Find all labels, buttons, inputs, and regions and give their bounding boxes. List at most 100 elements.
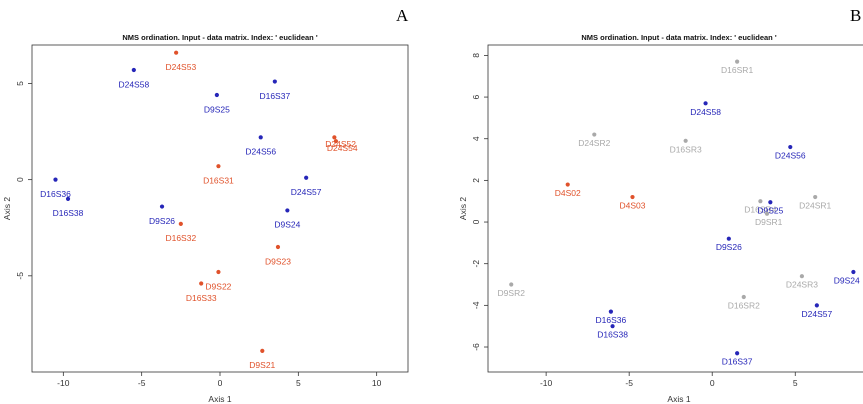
point-label: D9SR1 xyxy=(755,217,783,227)
point-label: D9S26 xyxy=(149,216,175,226)
point-label: D24S54 xyxy=(327,143,358,153)
data-point xyxy=(159,204,165,209)
y-tick-label: -2 xyxy=(471,260,481,268)
point-label: D9SR2 xyxy=(498,288,526,298)
point-label: D24S53 xyxy=(165,62,196,72)
panel-b-label: B xyxy=(850,6,862,25)
data-point xyxy=(768,200,773,205)
y-tick-label: 5 xyxy=(15,81,25,86)
chart-title: NMS ordination. Input - data matrix. Ind… xyxy=(122,33,317,42)
x-axis-label: Axis 1 xyxy=(208,394,231,404)
point-label: D9S25 xyxy=(204,104,230,114)
data-point xyxy=(592,132,597,137)
data-point xyxy=(851,269,856,275)
x-tick-label: -5 xyxy=(625,378,633,388)
point-label: D16S36 xyxy=(40,189,71,199)
data-point xyxy=(65,196,71,201)
data-point xyxy=(509,282,514,287)
y-tick-label: -4 xyxy=(471,301,481,309)
x-tick-label: -10 xyxy=(57,378,70,388)
point-label: D24S57 xyxy=(801,309,832,319)
data-point xyxy=(758,199,763,204)
point-label: D4S03 xyxy=(619,201,645,211)
data-point xyxy=(333,139,339,144)
point-label: D9S25 xyxy=(757,206,783,216)
x-tick-label: 10 xyxy=(372,378,382,388)
data-point xyxy=(764,211,770,216)
data-point xyxy=(565,182,570,187)
point-label: D9S21 xyxy=(249,360,275,370)
point-label: D24S58 xyxy=(690,107,721,117)
y-tick-label: -6 xyxy=(471,343,481,351)
y-tick-label: 0 xyxy=(471,219,481,224)
point-label: D24S56 xyxy=(775,151,806,161)
y-tick-label: 8 xyxy=(471,53,481,58)
x-tick-label: 0 xyxy=(710,378,715,388)
point-label: D16S37 xyxy=(259,91,290,101)
y-axis-label: Axis 2 xyxy=(458,197,468,220)
data-point xyxy=(630,194,635,200)
point-label: D16S38 xyxy=(53,208,84,218)
data-point xyxy=(178,221,183,226)
data-point xyxy=(703,101,708,106)
plot-frame xyxy=(31,44,409,373)
point-label: D16S31 xyxy=(203,175,234,185)
data-point xyxy=(304,175,309,180)
point-label: D16SR2 xyxy=(728,300,760,310)
data-point xyxy=(741,294,746,300)
data-point xyxy=(608,309,614,314)
y-axis-label: Axis 2 xyxy=(2,197,12,220)
data-point xyxy=(799,274,805,279)
data-point xyxy=(199,281,204,286)
data-point xyxy=(260,348,265,353)
y-tick-label: -5 xyxy=(15,272,25,280)
point-label: D9S24 xyxy=(274,220,300,230)
point-label: D4S02 xyxy=(555,188,581,198)
x-tick-label: -10 xyxy=(540,378,553,388)
data-point xyxy=(814,303,819,308)
point-label: D24S52 xyxy=(325,139,356,149)
panel-b-plot: NMS ordination. Input - data matrix. Ind… xyxy=(458,33,863,404)
data-point xyxy=(216,164,221,169)
point-label: D9S23 xyxy=(265,256,291,266)
point-label: D16SR4 xyxy=(744,205,776,215)
y-tick-label: 0 xyxy=(15,177,25,182)
data-point xyxy=(726,236,731,241)
data-point xyxy=(332,135,337,140)
chart-title: NMS ordination. Input - data matrix. Ind… xyxy=(581,33,776,42)
panel-a-label: A xyxy=(396,6,409,25)
data-point xyxy=(258,135,263,140)
point-label: D9S26 xyxy=(716,242,742,252)
data-point xyxy=(735,59,740,64)
x-tick-label: -5 xyxy=(138,378,146,388)
data-point xyxy=(53,177,58,182)
point-label: D16SR3 xyxy=(670,144,702,154)
point-label: D24SR2 xyxy=(578,138,610,148)
data-point xyxy=(683,138,688,143)
point-label: D24S58 xyxy=(118,79,149,89)
data-point xyxy=(216,269,221,275)
data-point xyxy=(131,67,136,73)
data-point xyxy=(735,351,740,356)
point-label: D24SR3 xyxy=(786,280,818,290)
data-point xyxy=(214,92,219,98)
point-label: D16S37 xyxy=(722,357,753,367)
y-tick-label: 6 xyxy=(471,94,481,99)
data-point xyxy=(285,208,290,213)
point-label: D24SR1 xyxy=(799,201,831,211)
point-label: D24S56 xyxy=(245,147,276,157)
point-label: D16S38 xyxy=(597,330,628,340)
data-point xyxy=(275,244,281,250)
x-tick-label: 5 xyxy=(296,378,301,388)
point-label: D24S57 xyxy=(291,187,322,197)
x-tick-label: 5 xyxy=(793,378,798,388)
point-label: D9S22 xyxy=(205,281,231,291)
data-point xyxy=(813,194,818,200)
x-axis-label: Axis 1 xyxy=(667,394,690,404)
data-point xyxy=(610,324,615,329)
y-tick-label: 2 xyxy=(471,178,481,183)
point-label: D16S33 xyxy=(186,293,217,303)
point-label: D16SR1 xyxy=(721,65,753,75)
plot-frame xyxy=(487,44,863,373)
